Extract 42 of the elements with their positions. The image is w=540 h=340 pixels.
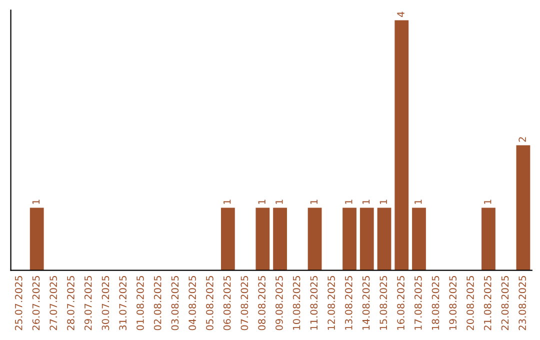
data-label: 1 bbox=[32, 200, 40, 204]
x-tick-label: 12.08.2025 bbox=[328, 276, 335, 330]
x-tick-label: 16.08.2025 bbox=[397, 276, 404, 330]
data-label: 1 bbox=[380, 200, 387, 204]
x-tick-label: 06.08.2025 bbox=[223, 276, 231, 330]
data-label: 1 bbox=[310, 200, 318, 204]
x-tick-label: 15.08.2025 bbox=[380, 276, 388, 330]
x-tick-label: 07.08.2025 bbox=[240, 276, 248, 330]
x-tick-label: 29.07.2025 bbox=[84, 276, 92, 330]
x-tick-label: 26.07.2025 bbox=[32, 276, 40, 330]
x-tick-label: 20.08.2025 bbox=[466, 276, 474, 330]
data-label: 1 bbox=[345, 200, 352, 204]
x-tick-label: 03.08.2025 bbox=[171, 276, 179, 330]
data-label: 4 bbox=[397, 12, 404, 17]
data-label: 1 bbox=[362, 200, 370, 204]
data-label: 1 bbox=[258, 200, 266, 204]
x-tick-label: 18.08.2025 bbox=[432, 276, 440, 330]
data-label: 1 bbox=[414, 200, 422, 204]
x-tick-label: 22.08.2025 bbox=[501, 276, 509, 330]
data-label: 1 bbox=[224, 200, 231, 204]
data-label: 1 bbox=[484, 200, 492, 204]
x-tick-label: 21.08.2025 bbox=[484, 276, 492, 330]
x-tick-label: 04.08.2025 bbox=[188, 276, 196, 330]
x-tick-label: 08.08.2025 bbox=[258, 276, 266, 330]
x-tick-label: 10.08.2025 bbox=[292, 276, 300, 330]
x-tick-label: 27.07.2025 bbox=[50, 276, 58, 330]
x-tick-label: 25.07.2025 bbox=[14, 276, 22, 330]
x-tick-label: 02.08.2025 bbox=[154, 276, 162, 330]
x-tick-label: 28.07.2025 bbox=[67, 276, 74, 330]
x-tick-label: 30.07.2025 bbox=[102, 276, 110, 330]
x-tick-label: 31.07.2025 bbox=[119, 276, 127, 330]
x-tick-label: 17.08.2025 bbox=[414, 276, 422, 330]
data-label: 2 bbox=[518, 137, 526, 142]
data-label: 1 bbox=[276, 200, 283, 204]
x-tick-label: 23.08.2025 bbox=[518, 276, 526, 330]
x-tick-label: 14.08.2025 bbox=[362, 276, 370, 330]
x-tick-label: 19.08.2025 bbox=[449, 276, 457, 330]
x-tick-label: 05.08.2025 bbox=[206, 276, 214, 330]
x-tick-label: 01.08.2025 bbox=[136, 276, 144, 330]
x-tick-label: 13.08.2025 bbox=[344, 276, 352, 330]
x-tick-label: 09.08.2025 bbox=[276, 276, 283, 330]
x-tick-label: 11.08.2025 bbox=[310, 276, 318, 330]
